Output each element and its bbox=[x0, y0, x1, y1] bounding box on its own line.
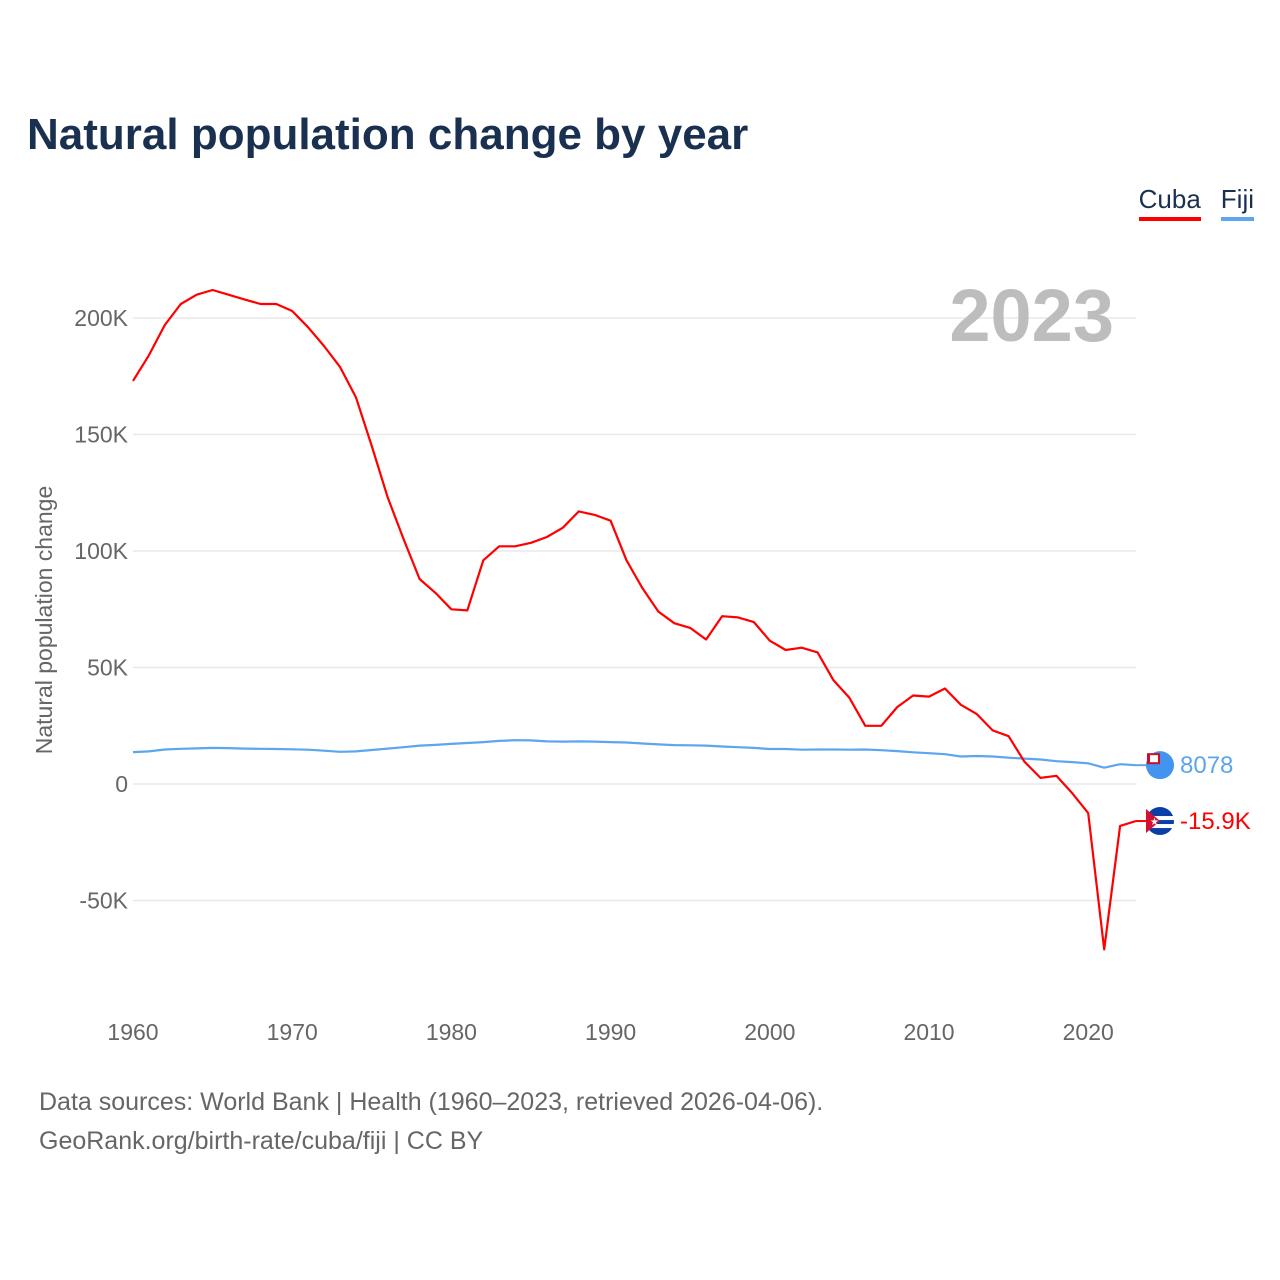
chart-title: Natural population change by year bbox=[27, 110, 749, 159]
y-tick-label: -50K bbox=[79, 888, 128, 914]
x-tick-label: 1990 bbox=[585, 1019, 636, 1045]
legend-fiji[interactable]: Fiji bbox=[1220, 184, 1254, 221]
flag-canton-inner bbox=[1150, 755, 1158, 763]
year-watermark: 2023 bbox=[949, 274, 1114, 357]
x-tick-label: 1970 bbox=[267, 1019, 318, 1045]
flag-cuba-icon: ★ bbox=[1146, 807, 1174, 836]
flag-stripe bbox=[1146, 816, 1174, 821]
y-tick-label: 200K bbox=[74, 305, 128, 331]
legend: Cuba Fiji bbox=[1138, 184, 1254, 221]
series-line-fiji bbox=[132, 739, 1137, 769]
x-tick-label: 2010 bbox=[903, 1019, 954, 1045]
y-tick-label: 150K bbox=[74, 422, 128, 448]
x-tick-label: 1960 bbox=[107, 1019, 158, 1045]
source-line-1: Data sources: World Bank | Health (1960–… bbox=[39, 1088, 824, 1116]
x-tick-label: 2000 bbox=[744, 1019, 795, 1045]
legend-cuba[interactable]: Cuba bbox=[1138, 184, 1201, 221]
flag-triangle bbox=[1146, 809, 1160, 834]
y-axis-label: Natural population change bbox=[31, 486, 57, 755]
source-line-2[interactable]: GeoRank.org/birth-rate/cuba/fiji | CC BY bbox=[39, 1127, 484, 1155]
y-tick-label: 100K bbox=[74, 538, 128, 564]
flag-fiji-icon bbox=[1146, 751, 1174, 780]
flag-stripe bbox=[1146, 824, 1174, 829]
x-tick-label: 2020 bbox=[1063, 1019, 1114, 1045]
series-line-cuba bbox=[132, 288, 1137, 951]
y-tick-label: 50K bbox=[87, 655, 129, 681]
y-tick-label: 0 bbox=[115, 771, 128, 797]
x-tick-label: 1980 bbox=[426, 1019, 477, 1045]
end-value-label-fiji: 8078 bbox=[1180, 752, 1233, 779]
flag-star: ★ bbox=[1150, 817, 1159, 828]
end-value-label-cuba: -15.9K bbox=[1180, 808, 1251, 835]
